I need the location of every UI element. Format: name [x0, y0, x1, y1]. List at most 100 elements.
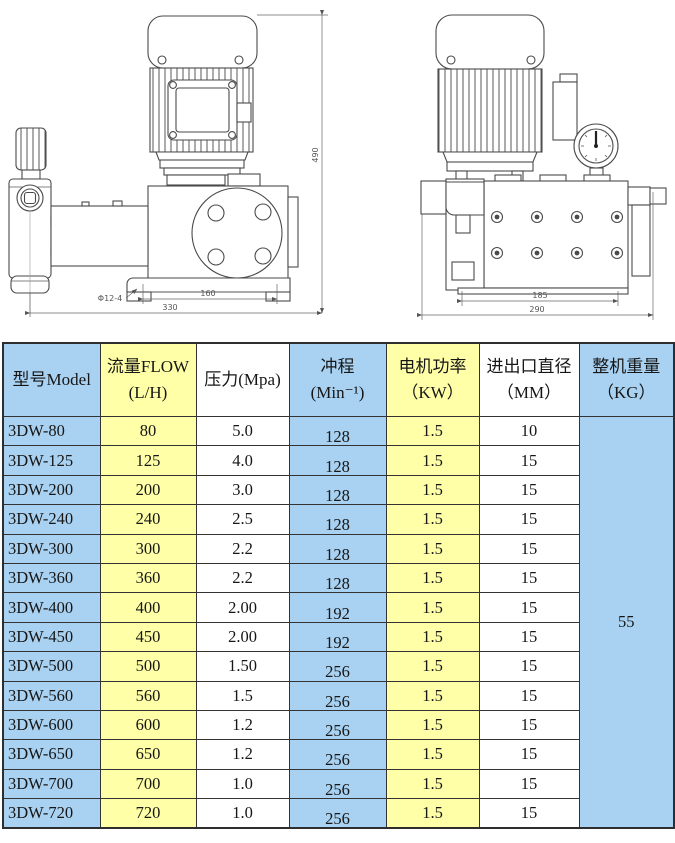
- technical-drawings: 160 330 490 Φ12-4: [0, 0, 675, 342]
- motor-side: [147, 15, 261, 187]
- dim-height-label: 490: [311, 147, 320, 162]
- cell-stroke: 256: [288, 680, 387, 711]
- cell-model: 3DW-720: [2, 798, 101, 829]
- table-row: 3DW-500 500 1.50 256 1.5 15: [2, 651, 674, 682]
- cell-flow: 700: [99, 768, 197, 800]
- cell-model: 3DW-300: [2, 533, 101, 564]
- cell-power: 1.5: [385, 739, 480, 770]
- cell-pressure: 2.2: [195, 533, 290, 564]
- stroke-value: 192: [325, 632, 350, 652]
- table-row: 3DW-720 720 1.0 256 1.5 15: [2, 798, 674, 829]
- cell-power: 1.5: [385, 651, 480, 682]
- cell-pressure: 2.2: [195, 562, 290, 594]
- cell-pressure: 1.0: [195, 798, 290, 829]
- pump-front-view-drawing: 185 290: [416, 14, 667, 320]
- stroke-value: 256: [325, 809, 350, 829]
- cell-diameter: 15: [478, 739, 580, 770]
- stroke-value: 128: [325, 427, 350, 446]
- cell-flow: 300: [99, 533, 197, 564]
- header-line2: （KG）: [596, 383, 656, 402]
- cell-model: 3DW-400: [2, 592, 101, 623]
- col-header-weight: 整机重量 （KG）: [578, 342, 675, 417]
- cell-diameter: 15: [478, 474, 580, 506]
- cell-flow: 720: [99, 798, 197, 829]
- table-row: 3DW-650 650 1.2 256 1.5 15: [2, 739, 674, 770]
- cell-pressure: 2.00: [195, 592, 290, 623]
- cell-diameter: 15: [478, 592, 580, 623]
- cell-stroke: 256: [288, 709, 387, 741]
- cell-pressure: 1.0: [195, 768, 290, 800]
- cell-power: 1.5: [385, 798, 480, 829]
- header-line1: 整机重量: [592, 356, 661, 376]
- cell-diameter: 15: [478, 798, 580, 829]
- stroke-value: 128: [325, 515, 350, 535]
- col-header-motor-power: 电机功率 （KW）: [385, 342, 480, 417]
- pump-body-side: [126, 185, 299, 302]
- header-line1: 压力(Mpa): [204, 369, 281, 389]
- cell-power: 1.5: [385, 768, 480, 800]
- cell-diameter: 15: [478, 680, 580, 711]
- cell-stroke: 192: [288, 592, 387, 623]
- stroke-value: 256: [325, 779, 350, 799]
- cell-model: 3DW-450: [2, 621, 101, 653]
- pump-side-view-drawing: 160 330 490 Φ12-4: [8, 9, 328, 317]
- table-row: 3DW-125 125 4.0 128 1.5 15: [2, 445, 674, 476]
- cell-model: 3DW-500: [2, 651, 101, 682]
- header-line2: (L/H): [128, 383, 168, 402]
- cell-stroke: 256: [288, 651, 387, 682]
- header-line1: 进出口直径: [486, 356, 572, 376]
- header-row: 型号Model 流量FLOW (L/H) 压力(Mpa) 冲程 (Min⁻¹) …: [2, 342, 675, 417]
- stroke-value: 128: [325, 485, 350, 505]
- cell-pressure: 5.0: [195, 415, 290, 447]
- cell-model: 3DW-80: [2, 415, 101, 447]
- header-line1: 流量FLOW: [106, 356, 190, 376]
- table-row: 3DW-360 360 2.2 128 1.5 15: [2, 562, 674, 594]
- cell-model: 3DW-700: [2, 768, 101, 800]
- cell-power: 1.5: [385, 621, 480, 653]
- cell-power: 1.5: [385, 415, 480, 447]
- cell-pressure: 4.0: [195, 445, 290, 476]
- cell-power: 1.5: [385, 474, 480, 506]
- cell-diameter: 15: [478, 651, 580, 682]
- header-line2: （MM）: [496, 383, 562, 402]
- cell-flow: 560: [99, 680, 197, 711]
- plunger-assembly: [8, 127, 56, 314]
- col-header-flow: 流量FLOW (L/H): [99, 342, 197, 417]
- cell-diameter: 15: [478, 562, 580, 594]
- cell-weight-merged: 55: [578, 416, 675, 829]
- cell-power: 1.5: [385, 709, 480, 741]
- cell-flow: 80: [99, 415, 197, 447]
- cell-model: 3DW-200: [2, 474, 101, 506]
- cell-pressure: 1.50: [195, 651, 290, 682]
- table-row: 3DW-300 300 2.2 128 1.5 15: [2, 533, 674, 564]
- pressure-gauge: [573, 123, 619, 182]
- cell-stroke: 256: [288, 739, 387, 770]
- cell-stroke: 128: [288, 445, 387, 476]
- table-row: 3DW-560 560 1.5 256 1.5 15: [2, 680, 674, 711]
- cell-pressure: 1.2: [195, 739, 290, 770]
- cell-diameter: 15: [478, 709, 580, 741]
- cell-stroke: 128: [288, 474, 387, 506]
- cell-pressure: 2.00: [195, 621, 290, 653]
- head-bolts: [490, 210, 624, 260]
- cell-stroke: 192: [288, 621, 387, 653]
- cell-power: 1.5: [385, 445, 480, 476]
- stroke-value: 256: [325, 662, 350, 682]
- cell-model: 3DW-360: [2, 562, 101, 594]
- cell-power: 1.5: [385, 680, 480, 711]
- cell-diameter: 15: [478, 533, 580, 564]
- col-header-model: 型号Model: [2, 342, 101, 417]
- dim-total-width-front-label: 290: [529, 305, 544, 314]
- pump-horizontal-housing: [50, 200, 149, 267]
- dim-body-width-label: 185: [532, 291, 547, 300]
- table-row: 3DW-240 240 2.5 128 1.5 15: [2, 504, 674, 535]
- cell-flow: 400: [99, 592, 197, 623]
- cell-stroke: 128: [288, 415, 387, 447]
- cell-stroke: 128: [288, 533, 387, 564]
- header-line1: 型号Model: [12, 369, 91, 389]
- cell-model: 3DW-240: [2, 504, 101, 535]
- dimension-lines-front: 185 290: [416, 192, 654, 320]
- cell-flow: 125: [99, 445, 197, 476]
- spec-table: 型号Model 流量FLOW (L/H) 压力(Mpa) 冲程 (Min⁻¹) …: [2, 342, 675, 830]
- cell-power: 1.5: [385, 533, 480, 564]
